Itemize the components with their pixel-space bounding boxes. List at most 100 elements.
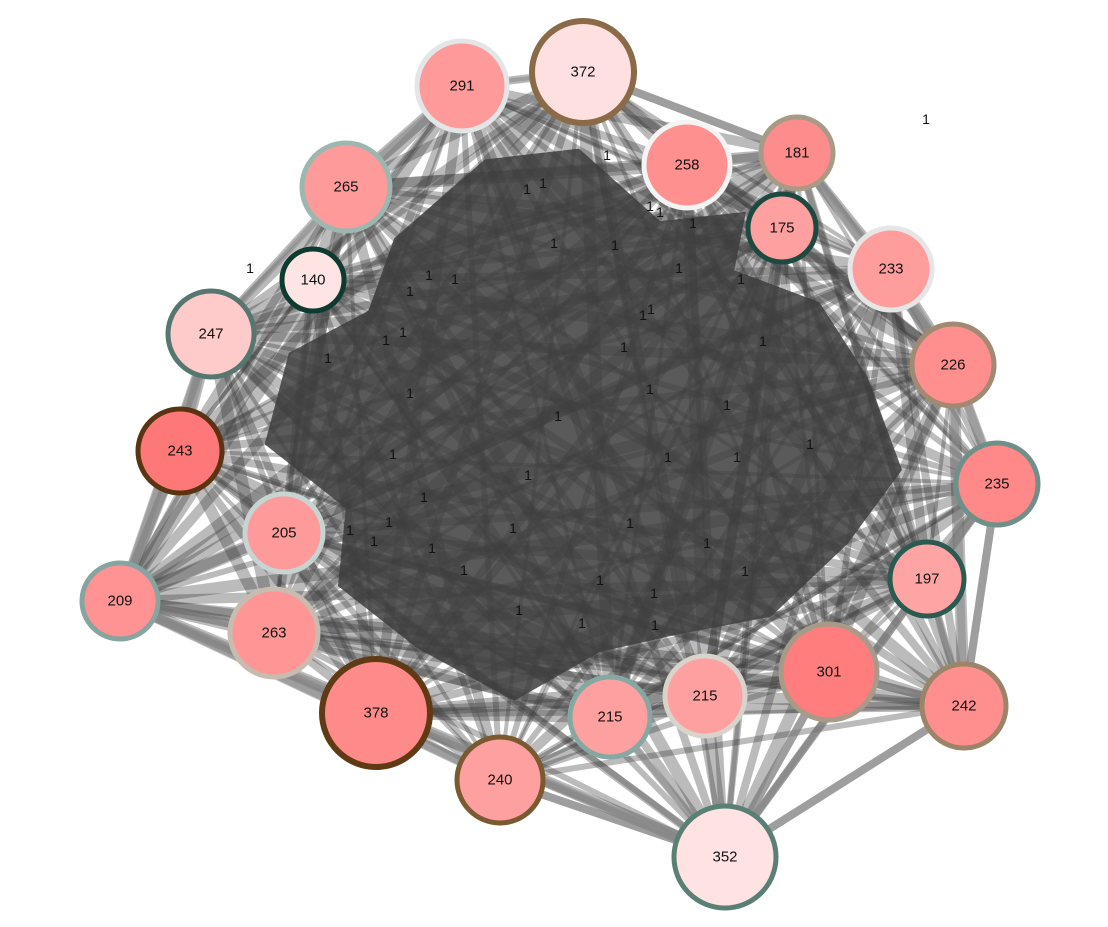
edge-weight-label: 1 [399, 324, 407, 340]
graph-edge [372, 575, 931, 717]
graph-node: 247 [165, 288, 257, 380]
graph-edge [207, 68, 587, 338]
edge-weight-label: 1 [324, 350, 332, 366]
edge-weight-label: 1 [737, 271, 745, 287]
node-label: 233 [878, 261, 903, 278]
node-circle [279, 246, 347, 314]
edge-weight-label: 1 [578, 615, 586, 631]
graph-node: 291 [414, 38, 510, 134]
graph-edge [681, 159, 959, 371]
graph-node: 215 [567, 674, 653, 760]
graph-edge [497, 669, 832, 783]
graph-edge [795, 151, 999, 486]
graph-edge [887, 265, 968, 710]
graph-node: 205 [242, 491, 326, 575]
graph-node: 175 [745, 191, 819, 265]
edge-weight-label: 1 [246, 260, 254, 276]
node-circle [567, 674, 653, 760]
graph-edge [824, 360, 958, 677]
edge-weight-label: 1 [647, 301, 655, 317]
edge-weight-label: 1 [346, 522, 354, 538]
node-label: 240 [487, 772, 512, 789]
node-circle [414, 38, 510, 134]
node-circle [758, 114, 836, 192]
node-circle [165, 288, 257, 380]
graph-edge [699, 478, 1003, 702]
node-label: 243 [167, 443, 192, 460]
node-label: 197 [914, 571, 939, 588]
graph-node: 240 [454, 734, 546, 826]
dense-edge-core [264, 148, 902, 701]
edge-weight-label: 1 [523, 181, 531, 197]
graph-edge [793, 149, 931, 583]
graph-edge [174, 66, 589, 457]
edge-weight-label: 1 [620, 339, 628, 355]
edge-weight-label: 1 [806, 436, 814, 452]
graph-node: 301 [778, 621, 880, 723]
edge-weight-label: 1 [689, 215, 697, 231]
node-circle [671, 803, 779, 911]
node-circle [778, 621, 880, 723]
edge-weight-label: 1 [759, 333, 767, 349]
graph-node: 235 [953, 440, 1041, 528]
node-label: 140 [300, 272, 325, 289]
edge-weight-label: 1 [382, 332, 390, 348]
graph-node: 372 [529, 18, 637, 126]
graph-node: 209 [79, 560, 161, 642]
graph-node: 242 [919, 661, 1009, 751]
node-circle [135, 406, 225, 496]
graph-edge [268, 627, 616, 723]
graph-node: 226 [909, 321, 997, 409]
node-label: 242 [951, 698, 976, 715]
edge-weight-label: 1 [524, 467, 532, 483]
graph-edge [176, 183, 350, 455]
edge-weight-label: 1 [639, 307, 647, 323]
node-label: 378 [363, 705, 388, 722]
graph-node: 243 [135, 406, 225, 496]
node-label: 209 [107, 593, 132, 610]
node-label: 247 [198, 326, 223, 343]
graph-node: 378 [319, 656, 433, 770]
graph-edge [780, 226, 999, 486]
node-label: 352 [712, 849, 737, 866]
edge-weight-label: 1 [646, 381, 654, 397]
edge-weight-label: 1 [406, 283, 414, 299]
edge-weight-label: 1 [420, 489, 428, 505]
node-circle [953, 440, 1041, 528]
edge-weight-label: 1 [460, 562, 468, 578]
graph-edge-outer [372, 709, 729, 861]
graph-edge [719, 359, 959, 863]
edge-weight-label: 1 [703, 535, 711, 551]
graph-edge [497, 703, 967, 783]
node-label: 181 [784, 145, 809, 162]
node-label: 205 [271, 525, 296, 542]
node-label: 175 [769, 220, 794, 237]
node-label: 301 [816, 664, 841, 681]
node-label: 215 [597, 709, 622, 726]
node-label: 258 [674, 157, 699, 174]
node-label: 291 [449, 78, 474, 95]
edge-weight-label: 1 [650, 585, 658, 601]
node-circle [529, 18, 637, 126]
edge-weight-label: 1 [389, 446, 397, 462]
edge-weight-label: 1 [539, 175, 547, 191]
edge-weight-label: 1 [428, 540, 436, 556]
edge-weight-label: 1 [922, 111, 930, 127]
node-circle [227, 586, 321, 680]
graph-node: 265 [299, 140, 393, 234]
graph-node: 215 [662, 653, 748, 739]
graph-node: 181 [758, 114, 836, 192]
edge-weight-label: 1 [370, 533, 378, 549]
graph-edge [114, 80, 468, 607]
edge-weight-label: 1 [611, 237, 619, 253]
node-label: 215 [692, 688, 717, 705]
graph-node: 352 [671, 803, 779, 911]
edge-weight-label: 1 [664, 449, 672, 465]
node-label: 235 [984, 476, 1009, 493]
graph-node: 197 [887, 539, 967, 619]
edge-weight-label: 1 [656, 204, 664, 220]
node-circle [745, 191, 819, 265]
graph-node: 263 [227, 586, 321, 680]
node-label: 226 [940, 357, 965, 374]
